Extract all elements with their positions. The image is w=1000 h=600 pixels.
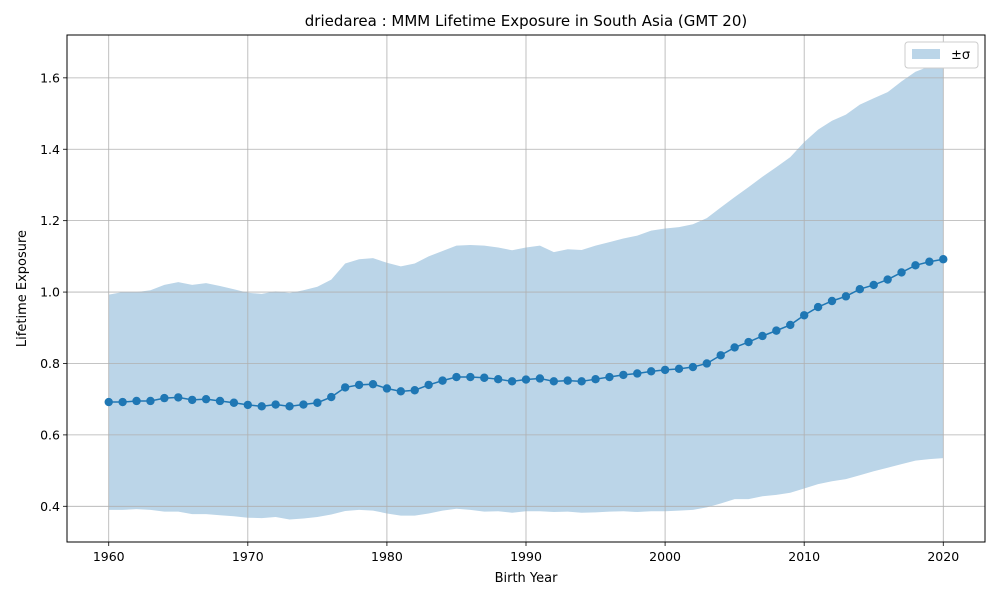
data-point bbox=[354, 380, 364, 390]
data-point bbox=[507, 377, 517, 386]
data-point bbox=[772, 326, 781, 335]
data-point bbox=[939, 255, 948, 264]
data-point bbox=[327, 392, 336, 402]
data-point bbox=[466, 372, 475, 382]
data-point bbox=[299, 400, 308, 409]
data-point bbox=[480, 373, 489, 382]
data-point bbox=[702, 359, 712, 368]
y-tick-label: 1.0 bbox=[40, 285, 60, 300]
data-point bbox=[563, 376, 572, 385]
data-point bbox=[549, 377, 559, 386]
data-point bbox=[744, 337, 753, 347]
y-tick-label: 0.8 bbox=[40, 356, 60, 371]
data-point bbox=[160, 393, 169, 403]
data-point bbox=[104, 397, 113, 407]
ticks: 1960 1970 1980 1990 2000 2010 2020 0.4 0.6 0.8 1.0… bbox=[40, 70, 959, 564]
y-tick-label: 1.4 bbox=[40, 142, 60, 157]
x-tick-label: 1960 bbox=[93, 549, 125, 564]
data-point bbox=[883, 275, 892, 284]
series-layer bbox=[104, 255, 948, 411]
data-point bbox=[535, 374, 545, 383]
data-point bbox=[271, 400, 280, 409]
data-point bbox=[799, 311, 809, 320]
data-point bbox=[911, 261, 920, 270]
data-point bbox=[201, 394, 211, 404]
data-point bbox=[591, 374, 600, 384]
data-point bbox=[605, 372, 614, 382]
data-point bbox=[382, 384, 392, 393]
data-point bbox=[438, 376, 447, 385]
data-point bbox=[285, 402, 294, 411]
data-point bbox=[174, 393, 183, 402]
data-point bbox=[855, 285, 865, 294]
y-tick-label: 0.6 bbox=[40, 427, 60, 442]
data-point bbox=[827, 296, 837, 306]
x-tick-label: 2000 bbox=[649, 549, 681, 564]
data-point bbox=[730, 343, 739, 352]
data-point bbox=[869, 280, 878, 290]
x-axis-label: Birth Year bbox=[495, 571, 559, 586]
data-point bbox=[897, 268, 906, 277]
data-point bbox=[146, 396, 155, 406]
data-point bbox=[619, 370, 628, 380]
x-tick-label: 2010 bbox=[788, 549, 820, 564]
data-point bbox=[257, 402, 266, 411]
data-point bbox=[577, 377, 586, 386]
data-point bbox=[688, 362, 698, 372]
data-point bbox=[215, 396, 225, 406]
data-point bbox=[786, 320, 795, 330]
data-point bbox=[493, 374, 503, 384]
chart-title: driedarea : MMM Lifetime Exposure in Sou… bbox=[305, 12, 747, 30]
data-point bbox=[452, 372, 461, 382]
y-tick-label: 0.4 bbox=[40, 499, 60, 514]
legend-label: ±σ bbox=[951, 48, 970, 63]
data-point bbox=[716, 351, 725, 360]
data-point bbox=[424, 380, 433, 390]
data-point bbox=[313, 398, 322, 407]
y-tick-label: 1.2 bbox=[40, 213, 60, 228]
data-point bbox=[813, 302, 823, 312]
data-point bbox=[925, 257, 934, 266]
data-point bbox=[841, 292, 851, 301]
data-point bbox=[368, 379, 378, 389]
x-tick-label: 2020 bbox=[927, 549, 959, 564]
grid bbox=[67, 35, 985, 542]
data-point bbox=[758, 331, 767, 341]
data-point bbox=[132, 396, 141, 406]
data-point bbox=[521, 375, 531, 384]
data-point bbox=[229, 398, 239, 407]
data-point bbox=[118, 397, 127, 407]
data-point bbox=[340, 383, 350, 392]
y-tick-label: 1.6 bbox=[40, 70, 60, 85]
x-tick-label: 1990 bbox=[510, 549, 542, 564]
data-point bbox=[243, 400, 253, 410]
x-tick-label: 1980 bbox=[371, 549, 403, 564]
data-point bbox=[660, 365, 670, 375]
legend-box bbox=[904, 41, 979, 69]
data-point bbox=[396, 387, 406, 396]
legend[interactable]: ±σ bbox=[904, 41, 979, 69]
y-axis-label: Lifetime Exposure bbox=[15, 230, 30, 347]
data-point bbox=[633, 369, 642, 378]
data-point bbox=[187, 395, 197, 405]
legend-swatch bbox=[912, 49, 940, 59]
x-tick-label: 1970 bbox=[232, 549, 264, 564]
data-point bbox=[646, 367, 656, 376]
data-point bbox=[674, 364, 684, 374]
data-point bbox=[410, 386, 419, 395]
